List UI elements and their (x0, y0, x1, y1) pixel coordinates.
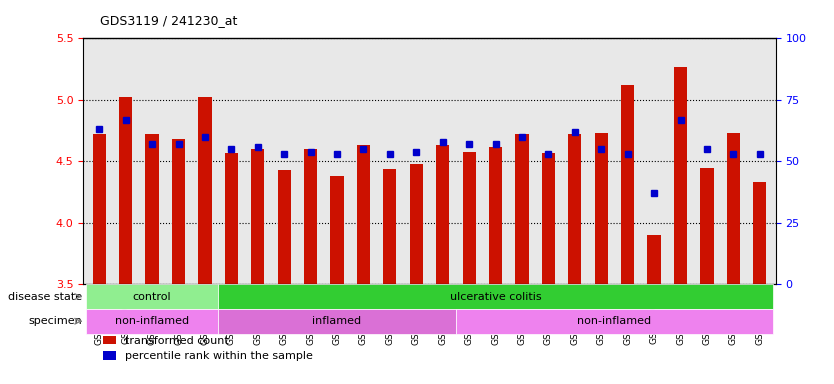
Bar (436, 146, 450, 284)
Bar (278, 170, 291, 284)
Bar (224, 153, 238, 284)
FancyBboxPatch shape (86, 284, 219, 309)
Bar (753, 182, 766, 284)
Bar (251, 149, 264, 284)
Text: non-inflamed: non-inflamed (577, 316, 651, 326)
Text: inflamed: inflamed (313, 316, 362, 326)
Text: non-inflamed: non-inflamed (115, 316, 189, 326)
Legend: transformed count, percentile rank within the sample: transformed count, percentile rank withi… (103, 336, 313, 361)
Text: GDS3119 / 241230_at: GDS3119 / 241230_at (100, 14, 238, 27)
Bar (463, 152, 475, 284)
Bar (647, 235, 661, 284)
Bar (726, 133, 740, 284)
Bar (384, 169, 396, 284)
FancyBboxPatch shape (219, 309, 456, 334)
FancyBboxPatch shape (219, 284, 773, 309)
Bar (145, 134, 158, 284)
Bar (409, 164, 423, 284)
FancyBboxPatch shape (456, 309, 773, 334)
Bar (357, 146, 370, 284)
Text: ulcerative colitis: ulcerative colitis (450, 291, 541, 301)
Bar (542, 153, 555, 284)
Bar (674, 67, 687, 284)
Bar (568, 134, 581, 284)
Text: specimen: specimen (28, 316, 82, 326)
Bar (304, 149, 317, 284)
Bar (701, 167, 714, 284)
Bar (198, 98, 212, 284)
Bar (119, 98, 133, 284)
Bar (330, 176, 344, 284)
Text: control: control (133, 291, 172, 301)
Text: disease state: disease state (8, 291, 82, 301)
FancyBboxPatch shape (86, 309, 219, 334)
Bar (489, 147, 502, 284)
Bar (515, 134, 529, 284)
Bar (595, 133, 608, 284)
Bar (93, 134, 106, 284)
Bar (621, 85, 635, 284)
Bar (172, 139, 185, 284)
